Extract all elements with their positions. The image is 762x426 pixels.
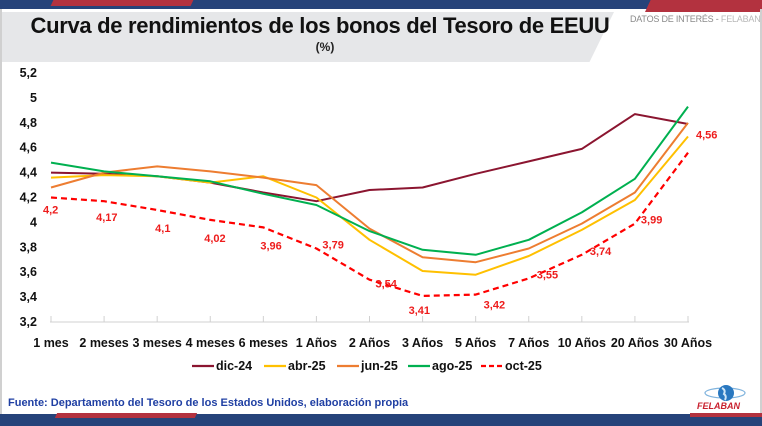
data-label-oct-25: 4,56 [696,130,717,142]
x-tick-label: 1 Años [296,336,337,350]
y-tick-label: 5,2 [20,66,37,80]
y-tick-label: 4,2 [20,191,37,205]
data-label-oct-25: 3,74 [590,246,612,258]
chart-subtitle: (%) [315,40,335,54]
x-tick-label: 2 Años [349,336,390,350]
x-tick-label: 7 Años [508,336,549,350]
x-tick-label: 20 Años [611,336,659,350]
x-tick-label: 30 Años [664,336,712,350]
y-tick-label: 5 [30,91,37,105]
legend-label-ago-25: ago-25 [432,359,472,373]
x-tick-label: 3 Años [402,336,443,350]
bottom-red-accent-left [54,413,198,418]
y-tick-label: 3,8 [20,240,37,254]
top-red-accent-left [50,0,194,6]
x-tick-label: 4 meses [186,336,235,350]
chart-title: Curva de rendimientos de los bonos del T… [30,13,610,38]
y-tick-label: 4,6 [20,141,37,155]
y-tick-label: 4 [30,215,37,229]
section-tag-prefix: DATOS DE INTERÉS - [630,14,721,24]
series-line-ago-25 [50,106,689,256]
right-border [760,9,762,414]
data-label-oct-25: 4,17 [96,212,117,224]
left-border [0,9,2,414]
data-label-oct-25: 4,1 [155,223,170,235]
felaban-globe-icon [704,385,746,401]
top-brand-bar [0,0,762,9]
y-tick-label: 3,2 [20,315,37,329]
y-tick-label: 4,4 [20,166,37,180]
section-tag-brand: FELABAN [720,14,761,24]
section-tag: DATOS DE INTERÉS - FELABAN [630,14,761,24]
bottom-red-accent-right [690,413,762,417]
legend-label-jun-25: jun-25 [360,359,398,373]
x-tick-label: 10 Años [558,336,606,350]
x-tick-label: 2 meses [79,336,128,350]
top-red-accent-right [645,0,762,12]
series-line-dic-24 [50,113,689,203]
data-label-oct-25: 3,79 [322,240,343,252]
legend-label-oct-25: oct-25 [505,359,542,373]
y-tick-label: 3,6 [20,265,37,279]
yield-curve-chart: 3,2 3,4 3,6 3,8 4 4,2 4,4 4,6 4,8 5 5,2 1 mes 2 mese… [20,66,718,373]
axes: 3,2 3,4 3,6 3,8 4 4,2 4,4 4,6 4,8 5 5,2 1 mes 2 mese… [20,66,713,350]
legend-label-dic-24: dic-24 [216,359,252,373]
data-label-oct-25: 3,42 [484,300,505,312]
series-lines [50,106,689,297]
data-label-oct-25: 3,41 [409,305,430,317]
x-tick-label: 1 mes [33,336,68,350]
source-note: Fuente: Departamento del Tesoro de los E… [8,397,409,409]
title-band [2,12,614,62]
y-tick-label: 3,4 [20,290,37,304]
data-label-oct-25: 3,55 [537,269,558,281]
legend: dic-24 abr-25 jun-25 ago-25 oct-25 [192,359,542,373]
y-tick-label: 4,8 [20,116,37,130]
data-label-oct-25: 3,99 [641,215,662,227]
data-label-oct-25: 4,2 [43,205,58,217]
series-line-oct-25 [50,152,689,297]
x-tick-label: 5 Años [455,336,496,350]
data-label-oct-25: 3,96 [260,240,281,252]
felaban-logo-text: FELABAN [697,401,740,411]
legend-label-abr-25: abr-25 [288,359,326,373]
data-label-oct-25: 3,54 [376,279,398,291]
series-line-jun-25 [50,122,689,264]
x-tick-label: 6 meses [239,336,288,350]
x-tick-label: 3 meses [132,336,181,350]
data-labels: 4,2 4,17 4,1 4,02 3,96 3,79 3,54 3,41 3,42 3,55 3,… [43,130,717,317]
data-label-oct-25: 4,02 [204,233,225,245]
